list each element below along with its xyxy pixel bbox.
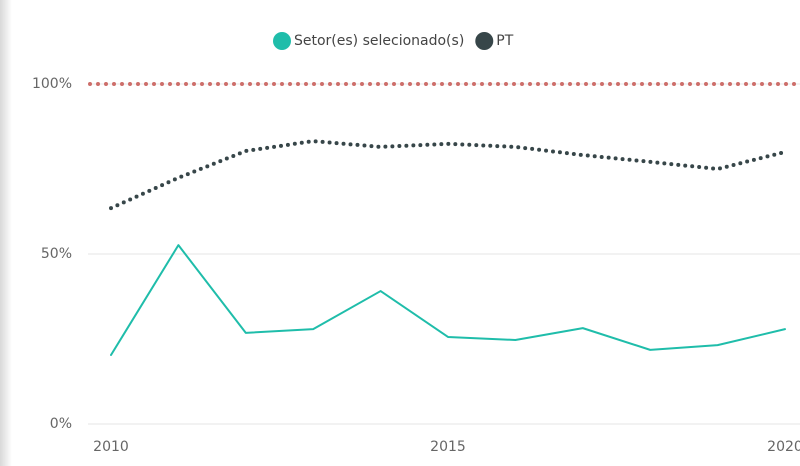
panel-edge <box>0 0 12 466</box>
legend-marker <box>475 32 494 50</box>
series-line <box>110 244 786 356</box>
y-tick-label: 50% <box>41 246 72 262</box>
x-tick-label: 2010 <box>93 439 129 455</box>
legend-marker <box>273 32 291 50</box>
legend-label: Setor(es) selecionado(s) <box>294 33 464 49</box>
legend: Setor(es) selecionado(s) PT <box>273 32 514 50</box>
x-tick-label: 2015 <box>430 439 466 455</box>
legend-label: PT <box>496 33 513 49</box>
y-tick-label: 100% <box>32 76 72 92</box>
x-tick-label: 2020 <box>767 439 800 455</box>
series-line <box>109 139 787 211</box>
y-tick-label: 0% <box>50 416 72 432</box>
